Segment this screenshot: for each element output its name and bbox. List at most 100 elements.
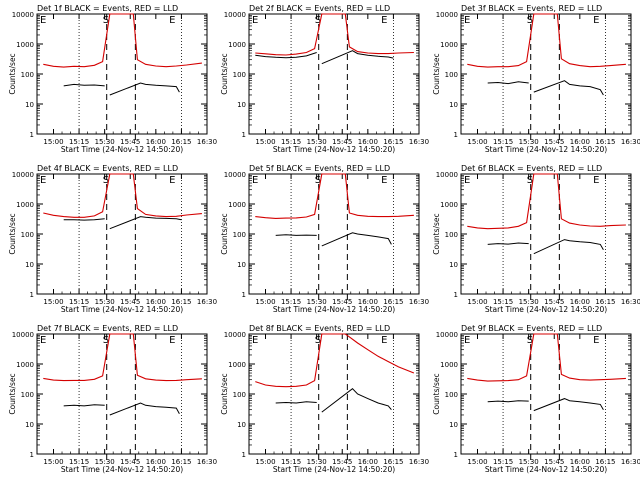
x-tick-label: 16:30 xyxy=(409,458,429,466)
lld-series-line xyxy=(43,333,202,382)
panel-title: Det 5f BLACK = Events, RED = LLD xyxy=(249,164,390,173)
y-tick-label: 1 xyxy=(454,131,458,139)
x-tick-label: 16:15 xyxy=(595,138,615,146)
panel-4: Det 4f BLACK = Events, RED = LLD 1 10 100 10… xyxy=(8,164,217,314)
events-series-line xyxy=(533,80,604,96)
x-axis-label: Start Time (24-Nov-12 14:50:20) xyxy=(61,465,183,474)
y-tick-label: 1000 xyxy=(228,361,246,369)
x-axis-label: Start Time (24-Nov-12 14:50:20) xyxy=(61,145,183,154)
marker-label: S xyxy=(315,15,321,26)
x-tick-label: 16:15 xyxy=(595,298,615,306)
y-tick-label: 1000 xyxy=(228,201,246,209)
y-tick-label: 10 xyxy=(25,421,34,429)
x-tick-label: 15:15 xyxy=(281,458,301,466)
x-tick-label: 15:15 xyxy=(281,298,301,306)
panel-9: Det 9f BLACK = Events, RED = LLD 1 10 100 10… xyxy=(432,324,640,474)
marker-label: E xyxy=(169,335,175,346)
y-tick-label: 1 xyxy=(242,291,246,299)
marker-label: S xyxy=(527,15,533,26)
panel-title: Det 6f BLACK = Events, RED = LLD xyxy=(461,164,602,173)
lld-series-line xyxy=(43,13,202,68)
x-tick-label: 15:45 xyxy=(332,298,352,306)
x-tick-label: 16:30 xyxy=(197,138,217,146)
x-tick-label: 15:30 xyxy=(95,458,115,466)
y-tick-label: 10000 xyxy=(12,171,34,179)
x-tick-label: 16:15 xyxy=(383,298,403,306)
marker-label: E xyxy=(381,335,387,346)
x-tick-label: 16:00 xyxy=(358,298,378,306)
x-tick-label: 16:00 xyxy=(358,458,378,466)
x-tick-label: 15:45 xyxy=(544,298,564,306)
lld-series-line xyxy=(467,173,626,230)
x-tick-label: 16:30 xyxy=(409,138,429,146)
panel-title: Det 3f BLACK = Events, RED = LLD xyxy=(461,4,602,13)
y-tick-label: 100 xyxy=(445,391,458,399)
x-tick-label: 16:00 xyxy=(570,298,590,306)
x-tick-label: 16:15 xyxy=(595,458,615,466)
x-tick-label: 16:30 xyxy=(621,298,640,306)
y-tick-label: 100 xyxy=(233,71,246,79)
y-axis-label: Counts/sec xyxy=(8,53,17,94)
marker-label: S xyxy=(315,175,321,186)
events-series-line xyxy=(533,239,604,255)
x-tick-label: 15:15 xyxy=(69,138,89,146)
y-tick-label: 10000 xyxy=(12,11,34,19)
events-series-line xyxy=(321,50,394,65)
marker-label: S xyxy=(103,175,109,186)
y-tick-label: 1000 xyxy=(440,361,458,369)
x-tick-label: 15:30 xyxy=(519,298,539,306)
panel-title: Det 7f BLACK = Events, RED = LLD xyxy=(37,324,178,333)
marker-label: S xyxy=(527,335,533,346)
y-tick-label: 1000 xyxy=(440,41,458,49)
y-axis-label: Counts/sec xyxy=(8,373,17,414)
x-tick-label: 16:00 xyxy=(146,298,166,306)
y-tick-label: 10 xyxy=(25,261,34,269)
y-tick-label: 10 xyxy=(237,421,246,429)
x-tick-label: 15:30 xyxy=(519,458,539,466)
x-tick-label: 15:30 xyxy=(307,298,327,306)
x-tick-label: 16:00 xyxy=(570,458,590,466)
x-tick-label: 16:00 xyxy=(146,138,166,146)
marker-label: E xyxy=(252,335,258,346)
panel-2: Det 2f BLACK = Events, RED = LLD 1 10 100 10… xyxy=(220,4,429,154)
x-tick-label: 15:00 xyxy=(467,458,487,466)
x-tick-label: 15:15 xyxy=(493,138,513,146)
x-tick-label: 16:15 xyxy=(171,298,191,306)
marker-label: E xyxy=(593,335,599,346)
y-tick-label: 1 xyxy=(30,451,34,459)
marker-label: S xyxy=(527,175,533,186)
y-tick-label: 100 xyxy=(21,391,34,399)
x-tick-label: 15:15 xyxy=(281,138,301,146)
y-axis-label: Counts/sec xyxy=(220,213,229,254)
x-tick-label: 16:15 xyxy=(171,138,191,146)
x-tick-label: 16:30 xyxy=(621,458,640,466)
panel-title: Det 4f BLACK = Events, RED = LLD xyxy=(37,164,178,173)
x-tick-label: 15:45 xyxy=(120,138,140,146)
x-tick-label: 15:45 xyxy=(120,458,140,466)
y-tick-label: 10000 xyxy=(436,171,458,179)
x-tick-label: 15:45 xyxy=(544,138,564,146)
panel-title: Det 8f BLACK = Events, RED = LLD xyxy=(249,324,390,333)
marker-label: E xyxy=(593,175,599,186)
y-tick-label: 10 xyxy=(449,261,458,269)
y-tick-label: 10000 xyxy=(224,171,246,179)
panel-1: Det 1f BLACK = Events, RED = LLD 1 10 100 10… xyxy=(8,4,217,154)
y-tick-label: 1 xyxy=(454,291,458,299)
x-tick-label: 16:00 xyxy=(570,138,590,146)
y-tick-label: 1000 xyxy=(228,41,246,49)
marker-label: E xyxy=(169,15,175,26)
lld-series-line xyxy=(255,13,414,56)
panel-title: Det 2f BLACK = Events, RED = LLD xyxy=(249,4,390,13)
y-tick-label: 10 xyxy=(237,101,246,109)
x-tick-label: 15:30 xyxy=(307,138,327,146)
y-tick-label: 10 xyxy=(449,421,458,429)
marker-label: E xyxy=(381,15,387,26)
x-tick-label: 15:00 xyxy=(255,138,275,146)
x-tick-label: 15:00 xyxy=(43,298,63,306)
x-tick-label: 15:00 xyxy=(43,458,63,466)
marker-label: E xyxy=(252,175,258,186)
y-tick-label: 100 xyxy=(445,71,458,79)
y-tick-label: 10 xyxy=(449,101,458,109)
y-tick-label: 1000 xyxy=(16,201,34,209)
